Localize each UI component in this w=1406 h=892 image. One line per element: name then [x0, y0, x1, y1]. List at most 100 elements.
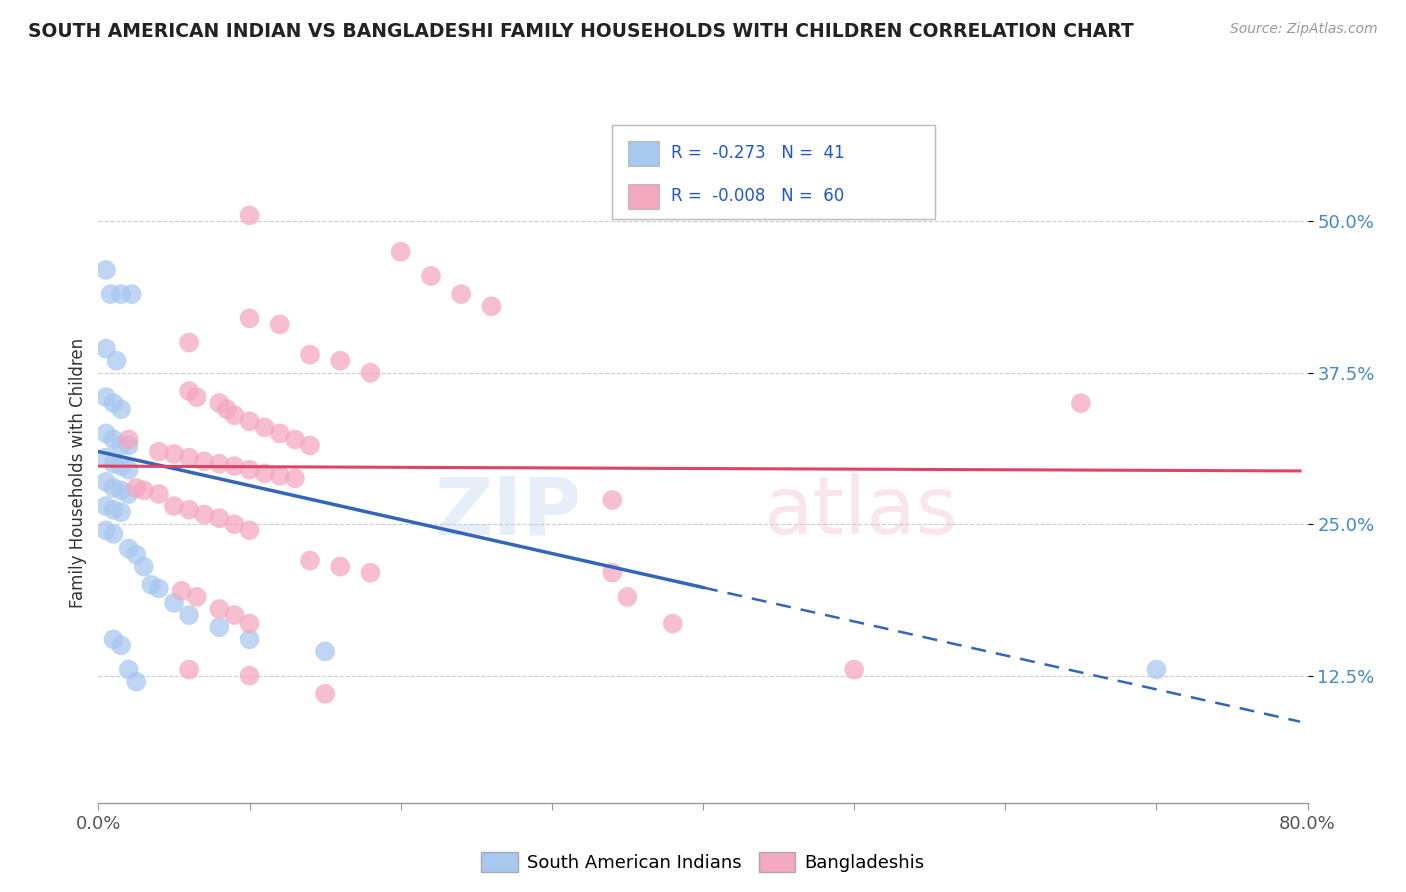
- Point: [239, 311, 262, 326]
- Point: [125, 481, 148, 495]
- Point: [94, 426, 117, 441]
- Point: [269, 426, 291, 441]
- Point: [177, 384, 201, 398]
- Point: [100, 287, 122, 301]
- Point: [103, 457, 125, 471]
- Point: [602, 566, 624, 580]
- Point: [141, 578, 163, 592]
- Point: [314, 687, 336, 701]
- Point: [389, 244, 412, 259]
- Point: [177, 335, 201, 350]
- Point: [103, 481, 125, 495]
- Point: [177, 663, 201, 677]
- Point: [110, 638, 132, 652]
- Point: [94, 342, 117, 356]
- Point: [299, 553, 322, 567]
- Point: [118, 541, 141, 556]
- Point: [110, 505, 132, 519]
- Point: [163, 447, 186, 461]
- Point: [299, 348, 322, 362]
- Legend: South American Indians, Bangladeshis: South American Indians, Bangladeshis: [474, 845, 932, 880]
- Point: [208, 511, 231, 525]
- Point: [186, 590, 208, 604]
- Point: [103, 433, 125, 447]
- Point: [110, 459, 132, 474]
- Point: [94, 499, 117, 513]
- Point: [110, 402, 132, 417]
- Point: [94, 263, 117, 277]
- Point: [118, 438, 141, 452]
- Point: [132, 483, 155, 498]
- Point: [1070, 396, 1092, 410]
- Y-axis label: Family Households with Children: Family Households with Children: [69, 338, 87, 607]
- Point: [239, 668, 262, 682]
- Point: [103, 396, 125, 410]
- Point: [450, 287, 472, 301]
- Point: [239, 414, 262, 428]
- Point: [329, 353, 352, 368]
- Point: [239, 523, 262, 537]
- Point: [193, 454, 215, 468]
- Point: [224, 459, 246, 474]
- Point: [163, 499, 186, 513]
- Text: R =  -0.008   N =  60: R = -0.008 N = 60: [671, 187, 844, 205]
- Point: [239, 632, 262, 647]
- Point: [360, 366, 382, 380]
- Point: [224, 409, 246, 423]
- Point: [284, 433, 307, 447]
- Point: [1144, 663, 1167, 677]
- Point: [224, 608, 246, 623]
- Point: [94, 390, 117, 404]
- Point: [208, 457, 231, 471]
- Point: [163, 596, 186, 610]
- Point: [118, 663, 141, 677]
- Point: [253, 420, 276, 434]
- Point: [602, 493, 624, 508]
- Point: [103, 632, 125, 647]
- Point: [103, 527, 125, 541]
- Point: [208, 396, 231, 410]
- Text: R =  -0.273   N =  41: R = -0.273 N = 41: [671, 145, 844, 162]
- Point: [118, 433, 141, 447]
- Point: [186, 390, 208, 404]
- Point: [177, 608, 201, 623]
- Point: [148, 582, 170, 596]
- Point: [121, 287, 143, 301]
- Point: [94, 475, 117, 489]
- Point: [661, 616, 683, 631]
- Point: [239, 208, 262, 222]
- Point: [844, 663, 866, 677]
- Point: [616, 590, 638, 604]
- Point: [269, 468, 291, 483]
- Point: [481, 299, 503, 313]
- Point: [208, 602, 231, 616]
- Point: [110, 483, 132, 498]
- Point: [105, 353, 128, 368]
- Point: [284, 471, 307, 485]
- Point: [314, 644, 336, 658]
- Text: ZIP: ZIP: [434, 474, 582, 551]
- Point: [419, 268, 441, 283]
- Text: SOUTH AMERICAN INDIAN VS BANGLADESHI FAMILY HOUSEHOLDS WITH CHILDREN CORRELATION: SOUTH AMERICAN INDIAN VS BANGLADESHI FAM…: [28, 22, 1133, 41]
- Point: [170, 583, 193, 598]
- Point: [329, 559, 352, 574]
- Point: [94, 450, 117, 465]
- Point: [360, 566, 382, 580]
- Point: [148, 487, 170, 501]
- Point: [253, 467, 276, 481]
- Point: [118, 463, 141, 477]
- Point: [125, 548, 148, 562]
- Point: [193, 508, 215, 522]
- Point: [94, 523, 117, 537]
- Point: [118, 487, 141, 501]
- Point: [269, 318, 291, 332]
- Point: [177, 450, 201, 465]
- Point: [239, 616, 262, 631]
- Point: [224, 517, 246, 532]
- Text: Source: ZipAtlas.com: Source: ZipAtlas.com: [1230, 22, 1378, 37]
- Point: [239, 463, 262, 477]
- Point: [177, 502, 201, 516]
- Point: [110, 287, 132, 301]
- Point: [215, 402, 238, 417]
- Point: [125, 674, 148, 689]
